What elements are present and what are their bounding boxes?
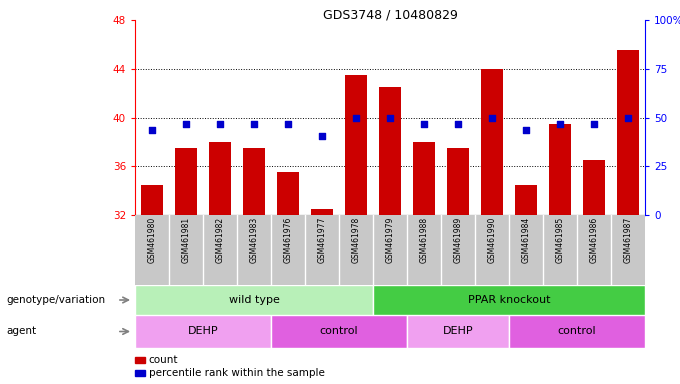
Point	[283, 121, 294, 127]
Text: GSM461982: GSM461982	[216, 217, 224, 263]
Text: GSM461988: GSM461988	[420, 217, 428, 263]
Bar	[413, 142, 435, 215]
Bar	[549, 124, 571, 215]
Text: GSM461985: GSM461985	[556, 217, 564, 263]
Bar	[345, 75, 367, 215]
Point	[589, 121, 600, 127]
Text: percentile rank within the sample: percentile rank within the sample	[149, 368, 324, 378]
Text: control: control	[320, 326, 358, 336]
Bar	[509, 315, 645, 348]
Text: DEHP: DEHP	[443, 326, 473, 336]
Text: GSM461980: GSM461980	[148, 217, 156, 263]
Bar	[135, 285, 373, 315]
Bar	[379, 87, 401, 215]
Text: wild type: wild type	[228, 295, 279, 305]
Text: PPAR knockout: PPAR knockout	[468, 295, 550, 305]
Bar	[373, 285, 645, 315]
Text: GSM461977: GSM461977	[318, 217, 326, 263]
Text: GSM461987: GSM461987	[624, 217, 632, 263]
Point	[317, 133, 328, 139]
Bar	[141, 185, 163, 215]
Bar	[515, 185, 537, 215]
Bar	[135, 315, 271, 348]
Text: control: control	[558, 326, 596, 336]
Bar	[617, 50, 639, 215]
Point	[215, 121, 226, 127]
Bar	[175, 148, 197, 215]
Point	[487, 114, 498, 121]
Point	[623, 114, 634, 121]
Point	[181, 121, 192, 127]
Point	[555, 121, 566, 127]
Bar	[407, 315, 509, 348]
Point	[385, 114, 396, 121]
Text: GSM461989: GSM461989	[454, 217, 462, 263]
Bar	[311, 209, 333, 215]
Text: GSM461978: GSM461978	[352, 217, 360, 263]
Text: GSM461990: GSM461990	[488, 217, 496, 263]
Text: GSM461979: GSM461979	[386, 217, 394, 263]
Point	[249, 121, 260, 127]
Text: count: count	[149, 355, 178, 365]
Text: GSM461986: GSM461986	[590, 217, 598, 263]
Bar	[481, 69, 503, 215]
Text: DEHP: DEHP	[188, 326, 218, 336]
Bar	[583, 160, 605, 215]
Point	[453, 121, 464, 127]
Point	[521, 127, 532, 133]
Point	[351, 114, 362, 121]
Bar	[243, 148, 265, 215]
Point	[147, 127, 158, 133]
Text: GSM461983: GSM461983	[250, 217, 258, 263]
Bar	[277, 172, 299, 215]
Text: GDS3748 / 10480829: GDS3748 / 10480829	[322, 8, 458, 21]
Text: GSM461984: GSM461984	[522, 217, 530, 263]
Bar	[271, 315, 407, 348]
Text: GSM461976: GSM461976	[284, 217, 292, 263]
Text: agent: agent	[7, 326, 37, 336]
Text: genotype/variation: genotype/variation	[7, 295, 106, 305]
Bar	[447, 148, 469, 215]
Bar	[209, 142, 231, 215]
Text: GSM461981: GSM461981	[182, 217, 190, 263]
Point	[419, 121, 430, 127]
